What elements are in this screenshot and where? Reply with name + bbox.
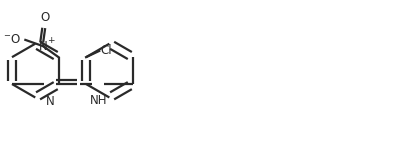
Text: Cl: Cl (100, 45, 112, 57)
Text: N: N (46, 95, 55, 108)
Text: $^{-}$O: $^{-}$O (3, 33, 21, 46)
Text: O: O (41, 11, 50, 25)
Text: N: N (38, 40, 47, 53)
Text: +: + (47, 36, 55, 45)
Text: NH: NH (90, 94, 107, 107)
